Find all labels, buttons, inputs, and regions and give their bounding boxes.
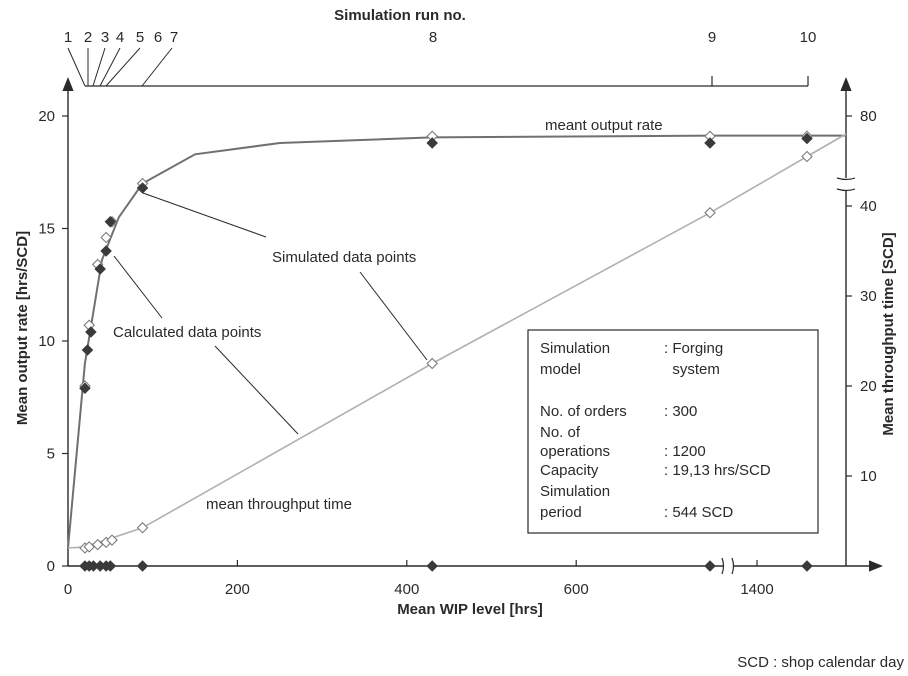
top-run-label: 7 <box>170 29 178 46</box>
info-box-rows: Simulation : Forging model system No. of or… <box>540 340 771 521</box>
top-run-leader <box>67 47 86 87</box>
simulated-data-point <box>85 326 97 338</box>
top-run-label: 3 <box>101 29 109 46</box>
info-box: Simulation : Forging model system No. of or… <box>527 329 819 534</box>
series-layer <box>67 130 847 572</box>
top-run-label: 4 <box>116 29 124 46</box>
top-run-leader <box>92 47 106 87</box>
wip-level-marker <box>104 560 117 572</box>
simulated-data-point <box>801 132 813 145</box>
axes: 0 200 400 600 1400 0 5 10 15 20 10 20 30 40 80 Mean … <box>14 77 897 618</box>
top-run-leader <box>141 47 173 87</box>
y2-axis-break-marks <box>836 177 856 192</box>
simulated-data-point <box>704 137 716 149</box>
top-run-label: 2 <box>84 29 92 46</box>
info-box-frame <box>527 329 819 534</box>
wip-level-marker <box>801 560 813 572</box>
annotations: meant output rate Simulated data points … <box>113 117 663 513</box>
annotation-simulated-data-points: Simulated data points <box>272 249 416 266</box>
y2-tick-label: 10 <box>860 468 877 485</box>
y2-axis-label: Mean throughput time [SCD] <box>880 232 897 435</box>
y-axis-label: Mean output rate [hrs/SCD] <box>14 231 31 425</box>
info-box-value: system <box>664 361 720 378</box>
y-tick-label: 20 <box>38 108 55 125</box>
y2-tick-label: 30 <box>860 288 877 305</box>
info-box-value: : 544 SCD <box>664 504 733 521</box>
x-tick-label: 400 <box>394 581 419 598</box>
wip-level-marker <box>704 560 716 572</box>
throughput-data-point <box>136 521 149 534</box>
top-run-label: 9 <box>708 29 716 46</box>
y2-tick-label: 20 <box>860 378 877 395</box>
top-run-label: 5 <box>136 29 144 46</box>
y2-axis-ticks: 10 20 30 40 80 <box>846 108 877 485</box>
throughput-data-point <box>106 534 118 546</box>
info-box-label: Simulation <box>540 340 610 357</box>
y-tick-label: 15 <box>38 221 55 238</box>
top-run-label: 6 <box>154 29 162 46</box>
throughput-data-point <box>704 206 716 219</box>
y2-tick-label: 80 <box>860 108 877 125</box>
info-box-value: : 19,13 hrs/SCD <box>664 462 771 479</box>
y-axis-ticks: 0 5 10 15 20 <box>38 108 68 575</box>
leader-calculated-1 <box>113 255 163 319</box>
top-axis-runs: 1 2 3 4 5 6 7 8 9 10 <box>64 29 817 87</box>
simulated-data-point <box>100 245 112 257</box>
info-box-value: : Forging <box>664 340 723 357</box>
info-box-label: Simulation <box>540 483 610 500</box>
y2-tick-label: 40 <box>860 198 877 215</box>
simulated-data-point <box>81 344 94 356</box>
x-tick-label: 1400 <box>740 581 773 598</box>
info-box-label: model <box>540 361 581 378</box>
annotation-calculated-data-points: Calculated data points <box>113 324 261 341</box>
x-axis-ticks: 0 200 400 600 1400 <box>64 560 774 598</box>
wip-level-marker <box>136 560 149 572</box>
throughput-data-point <box>801 150 813 163</box>
simulated-data-point <box>426 137 438 149</box>
info-box-value: : 300 <box>664 403 697 420</box>
y2-axis-break <box>836 178 856 190</box>
leader-simulated-2 <box>359 271 428 361</box>
throughput-data-point <box>426 357 438 370</box>
x-axis-label: Mean WIP level [hrs] <box>397 601 543 618</box>
annotation-mean-throughput-time: mean throughput time <box>206 496 352 513</box>
leader-simulated-1 <box>142 192 267 238</box>
info-box-label: period <box>540 504 582 521</box>
y-tick-label: 0 <box>47 558 55 575</box>
x-tick-label: 0 <box>64 581 72 598</box>
wip-level-marker <box>426 560 438 572</box>
x-axis-break <box>724 558 734 574</box>
top-run-leader <box>105 47 141 87</box>
leader-calculated-2 <box>214 345 299 435</box>
top-axis-label: Simulation run no. <box>334 7 466 24</box>
info-box-label: No. of orders <box>540 403 627 420</box>
info-box-label: No. of <box>540 424 581 441</box>
annotation-leaders <box>113 192 428 435</box>
info-box-value: : 1200 <box>664 443 706 460</box>
top-run-label: 1 <box>64 29 72 46</box>
simulated-data-point <box>94 263 106 275</box>
annotation-meant-output-rate: meant output rate <box>545 117 663 134</box>
info-box-label: operations <box>540 443 610 460</box>
info-box-label: Capacity <box>540 462 599 479</box>
x-axis-break-marks <box>721 557 735 575</box>
simulated-data-point <box>104 215 117 228</box>
top-axis: Simulation run no. 1 2 3 4 5 6 7 8 9 10 <box>64 7 817 87</box>
x-tick-label: 600 <box>564 581 589 598</box>
meant-output-rate-curve <box>67 134 846 549</box>
top-run-label: 8 <box>429 29 437 46</box>
simulated-data-point <box>136 182 149 194</box>
top-run-label: 10 <box>800 29 817 46</box>
footnote: SCD : shop calendar day <box>737 654 904 671</box>
y-tick-label: 10 <box>38 333 55 350</box>
calculated-data-point <box>100 231 112 244</box>
x-tick-label: 200 <box>225 581 250 598</box>
top-run-leader <box>99 47 121 87</box>
y-tick-label: 5 <box>47 446 55 463</box>
simulated-data-point <box>79 382 91 395</box>
